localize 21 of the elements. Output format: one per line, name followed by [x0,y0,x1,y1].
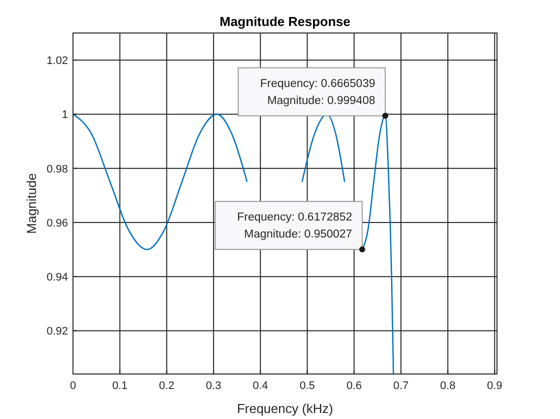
y-tick-label: 0.92 [46,326,68,338]
y-tick-label: 1.02 [46,55,68,68]
x-tick-label: 0.2 [159,380,174,392]
x-tick-label: 0.5 [300,380,315,392]
x-tick-label: 0.3 [206,380,222,392]
y-tick-label: 0.98 [46,163,68,176]
annotation: Frequency: 0.6172852 Magnitude: 0.950027 [237,211,352,240]
x-axis-title: Frequency (kHz) [236,401,334,416]
y-tick-label: 0.96 [46,217,68,230]
x-tick-label: 0.1 [112,380,128,392]
x-tick-label: 0.8 [440,380,456,392]
x-tick-label: 0.9 [487,380,502,392]
x-tick-label: 0.6 [346,380,362,392]
x-tick-label: 0.7 [393,380,409,392]
chart-title: Magnitude Response [220,14,350,29]
y-tick-label: 0.94 [46,272,68,284]
x-tick-label: 0 [70,380,76,392]
y-tick-label: 1 [62,109,68,122]
x-tick-label: 0.4 [252,380,268,392]
annotation: Frequency: 0.6665039 Magnitude: 0.999408 [260,78,376,107]
y-axis-title: Magnitude [24,173,39,234]
